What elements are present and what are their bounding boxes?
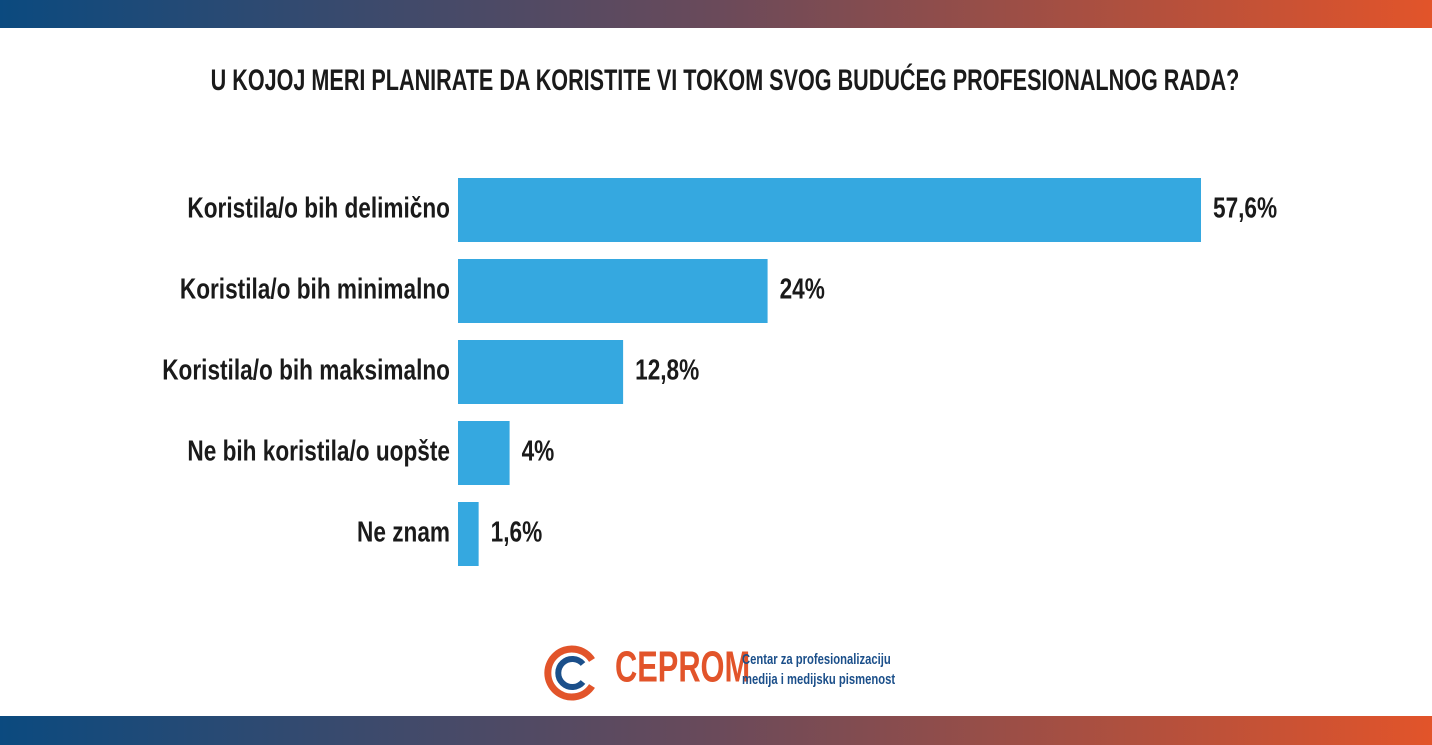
bar bbox=[458, 502, 479, 566]
bar bbox=[458, 178, 1201, 242]
value-label: 1,6% bbox=[491, 515, 543, 548]
category-label: Koristila/o bih delimično bbox=[187, 191, 450, 224]
category-label: Koristila/o bih maksimalno bbox=[162, 353, 450, 386]
bar bbox=[458, 259, 768, 323]
bar bbox=[458, 340, 624, 404]
tagline: medija i medijsku pismenost bbox=[742, 670, 896, 687]
logo-text: CEPROM bbox=[615, 643, 750, 692]
bottom-band bbox=[0, 716, 1432, 745]
top-band bbox=[0, 0, 1432, 28]
value-label: 24% bbox=[780, 272, 825, 305]
value-label: 12,8% bbox=[635, 353, 699, 386]
logo-icon bbox=[544, 645, 595, 701]
chart-title: U KOJOJ MERI PLANIRATE DA KORISTITE VI T… bbox=[211, 62, 1240, 96]
value-label: 57,6% bbox=[1213, 191, 1277, 224]
tagline: Centar za profesionalizaciju bbox=[742, 650, 891, 667]
category-label: Ne znam bbox=[357, 515, 450, 548]
bar bbox=[458, 421, 510, 485]
category-label: Koristila/o bih minimalno bbox=[180, 272, 450, 305]
value-label: 4% bbox=[522, 434, 555, 467]
category-label: Ne bih koristila/o uopšte bbox=[187, 434, 450, 467]
